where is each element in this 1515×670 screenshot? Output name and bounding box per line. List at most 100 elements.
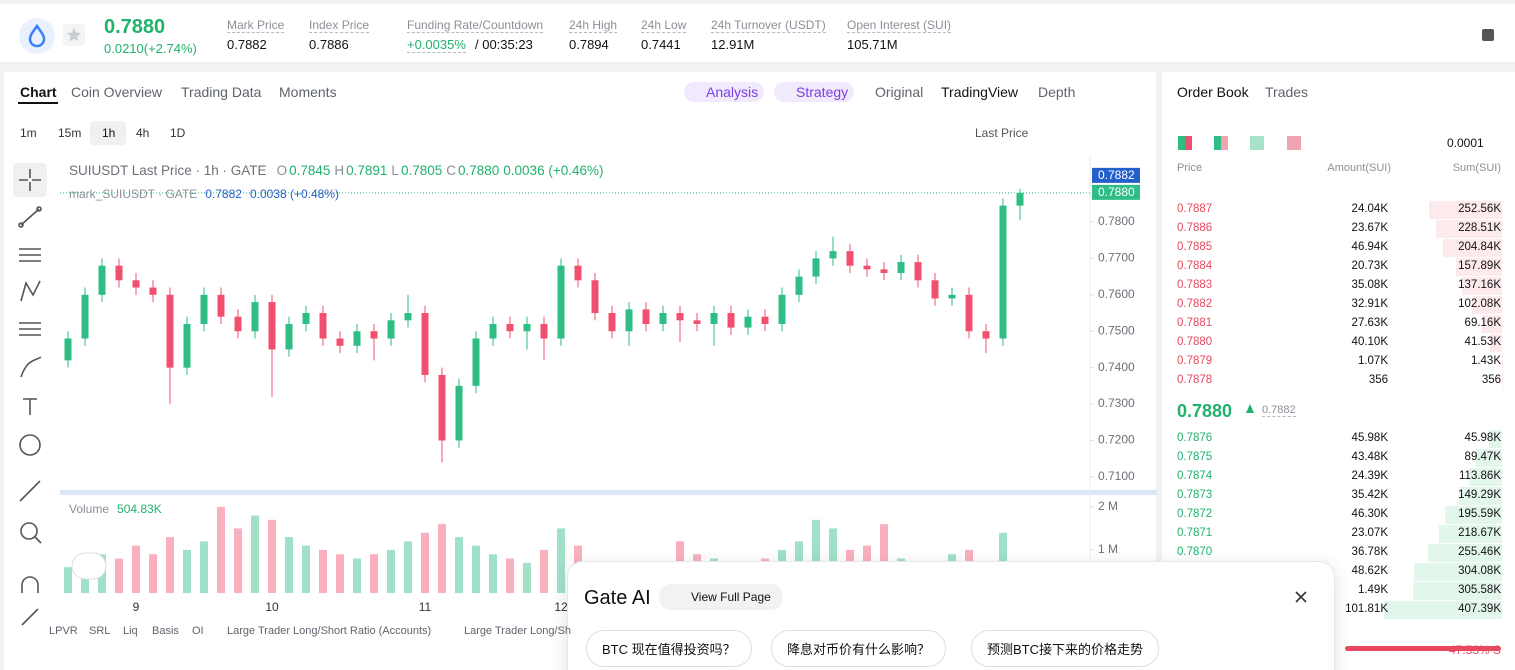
indicator-tab[interactable]: LPVR: [49, 625, 78, 637]
depth-bar: [1458, 487, 1502, 505]
order-sum: 157.89K: [1458, 260, 1501, 272]
layout-toggle[interactable]: [1287, 136, 1301, 150]
depth-bar: [1469, 468, 1502, 486]
chart-tab[interactable]: Moments: [279, 84, 337, 100]
order-price[interactable]: 0.7887: [1177, 203, 1213, 215]
book-last-price: 0.7880: [1177, 401, 1233, 421]
indicator-tab[interactable]: SRL: [89, 625, 111, 637]
timeframe[interactable]: 1h: [102, 126, 116, 140]
order-sum: 252.56K: [1458, 203, 1501, 215]
order-price[interactable]: 0.7874: [1177, 470, 1213, 482]
stat-label: Open Interest (SUI): [847, 18, 952, 33]
ai-tab[interactable]: Analysis: [684, 82, 765, 102]
candle-body: [64, 338, 72, 361]
layout-toggle[interactable]: [1250, 136, 1264, 150]
book-tab[interactable]: Trades: [1265, 84, 1309, 100]
stat-value: 12.91M: [711, 37, 755, 52]
y-tick-label: 0.7500: [1098, 323, 1135, 337]
indicator-tab[interactable]: Liq: [123, 625, 138, 637]
order-price[interactable]: 0.7881: [1177, 317, 1213, 329]
order-price[interactable]: 0.7882: [1177, 298, 1213, 310]
candle-body: [982, 331, 990, 339]
order-sum: 255.46K: [1458, 546, 1501, 558]
candle-body: [302, 313, 310, 324]
order-amount: 43.48K: [1351, 451, 1388, 463]
candle-body: [404, 313, 412, 321]
order-amount: 1.07K: [1357, 355, 1388, 367]
view-tab[interactable]: Original: [875, 84, 924, 100]
stat-value: 0.7441: [641, 37, 681, 52]
stat-value: +0.0035%: [407, 37, 466, 53]
timeframe[interactable]: 1D: [170, 126, 186, 140]
y-tick-label: 1 M: [1098, 542, 1118, 556]
order-price[interactable]: 0.7873: [1177, 489, 1213, 501]
book-tab[interactable]: Order Book: [1177, 84, 1249, 100]
chart-tab[interactable]: Chart: [20, 84, 57, 100]
order-sum: 41.53K: [1464, 336, 1501, 348]
price-source[interactable]: Last Price: [975, 126, 1029, 140]
candle-body: [965, 294, 973, 332]
order-price[interactable]: 0.7872: [1177, 508, 1213, 520]
volume-bar: [438, 524, 446, 593]
indicator-tab[interactable]: Large Trader Long/Short Ratio (Accounts): [227, 625, 432, 637]
order-price[interactable]: 0.7871: [1177, 527, 1213, 539]
mark-legend: mark_SUIUSDT · GATE 0.7882 0.0038 (+0.48%): [69, 187, 341, 201]
chart-tab[interactable]: Trading Data: [181, 84, 262, 100]
order-price[interactable]: 0.7879: [1177, 355, 1213, 367]
stat-label: 24h Low: [641, 18, 687, 33]
candle-body: [710, 313, 718, 324]
precision[interactable]: 0.0001: [1447, 136, 1484, 150]
close-button[interactable]: [1294, 590, 1308, 604]
indicator-tab[interactable]: Large Trader Long/Sh: [464, 625, 572, 637]
layout-toggle[interactable]: [1214, 136, 1228, 150]
candle-body: [506, 323, 514, 332]
legend-text: 504.83K: [117, 502, 162, 516]
indicator-tab[interactable]: Basis: [152, 625, 179, 637]
settings-icon[interactable]: [1481, 28, 1495, 42]
order-price[interactable]: 0.7876: [1177, 432, 1213, 444]
candle-body: [625, 309, 633, 332]
volume-legend: Volume 504.83K: [69, 502, 164, 516]
view-tab[interactable]: TradingView: [941, 84, 1019, 100]
order-amount: 23.67K: [1351, 222, 1388, 234]
legend-text: 0.7805: [400, 163, 443, 178]
order-price[interactable]: 0.7880: [1177, 336, 1213, 348]
ai-suggestion[interactable]: 预测BTC接下来的价格走势: [971, 630, 1160, 667]
price-change: 0.0210(+2.74%): [104, 41, 197, 56]
view-tab[interactable]: Depth: [1038, 84, 1076, 100]
candle-body: [489, 323, 497, 339]
timeframe[interactable]: 4h: [136, 126, 150, 140]
order-price[interactable]: 0.7878: [1177, 374, 1213, 386]
timeframe[interactable]: 15m: [58, 126, 82, 140]
depth-bar: [1435, 220, 1502, 238]
ai-suggestion[interactable]: BTC 现在值得投资吗？: [586, 630, 752, 667]
order-price[interactable]: 0.7875: [1177, 451, 1213, 463]
y-tick-label: 0.7600: [1098, 287, 1135, 301]
volume-bar: [506, 558, 514, 593]
candle-body: [370, 331, 378, 339]
volume-bar: [353, 558, 361, 593]
chart-tab[interactable]: Coin Overview: [71, 84, 163, 100]
order-price[interactable]: 0.7885: [1177, 241, 1213, 253]
layout-toggle[interactable]: [1178, 136, 1192, 150]
ai-suggestion[interactable]: 降息对币价有什么影响？: [771, 630, 947, 667]
order-price[interactable]: 0.7886: [1177, 222, 1213, 234]
candle-body: [455, 385, 463, 441]
order-price[interactable]: 0.7884: [1177, 260, 1213, 272]
volume-bar: [149, 554, 157, 593]
ai-tab[interactable]: Strategy: [774, 82, 855, 102]
order-amount: 48.62K: [1351, 565, 1388, 577]
order-sum: 407.39K: [1458, 603, 1501, 615]
volume-bar: [285, 537, 293, 593]
y-tick-label: 0.7100: [1098, 469, 1135, 483]
order-price[interactable]: 0.7883: [1177, 279, 1213, 291]
favorite-star[interactable]: [63, 24, 85, 46]
legend-text: H: [334, 163, 345, 178]
order-price[interactable]: 0.7870: [1177, 546, 1213, 558]
candle-body: [812, 258, 820, 277]
timeframe[interactable]: 1m: [20, 126, 37, 140]
indicator-tab[interactable]: OI: [192, 625, 204, 637]
candle-body: [931, 280, 939, 299]
candle-body: [829, 251, 837, 259]
view-full-page[interactable]: View Full Page: [659, 584, 783, 610]
